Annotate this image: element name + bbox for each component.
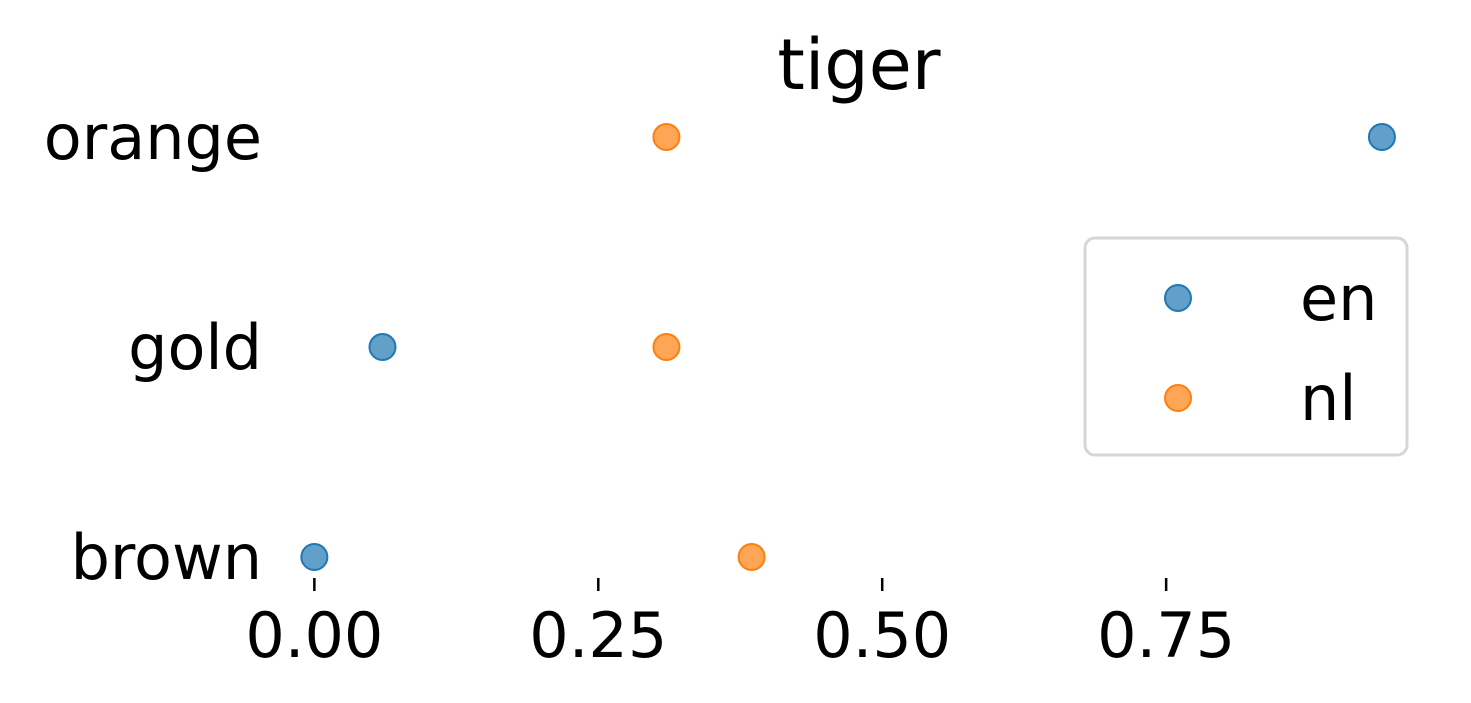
- y-tick-label-orange: orange: [44, 101, 262, 174]
- point-nl-orange: [652, 123, 681, 151]
- legend-marker-nl: [1164, 384, 1192, 412]
- y-axis-labels: brown gold orange: [44, 101, 262, 594]
- point-en-gold: [368, 333, 397, 361]
- legend-marker-en: [1164, 284, 1192, 312]
- legend-label-en: en: [1300, 262, 1377, 335]
- point-nl-gold: [652, 333, 681, 361]
- x-tick-label: 0.25: [529, 599, 667, 672]
- data-points: [300, 123, 1396, 571]
- x-axis-ticks: 0.00 0.25 0.50 0.75: [245, 578, 1235, 672]
- point-en-orange: [1367, 123, 1396, 151]
- chart-title: tiger: [777, 24, 940, 106]
- y-tick-label-gold: gold: [128, 311, 262, 384]
- legend: en nl: [1083, 236, 1409, 457]
- point-en-brown: [300, 543, 329, 571]
- legend-label-nl: nl: [1300, 362, 1357, 435]
- x-tick-label: 0.75: [1097, 599, 1235, 672]
- y-tick-label-brown: brown: [71, 521, 262, 594]
- x-tick-label: 0.50: [813, 599, 951, 672]
- x-tick-label: 0.00: [245, 599, 383, 672]
- point-nl-brown: [737, 543, 766, 571]
